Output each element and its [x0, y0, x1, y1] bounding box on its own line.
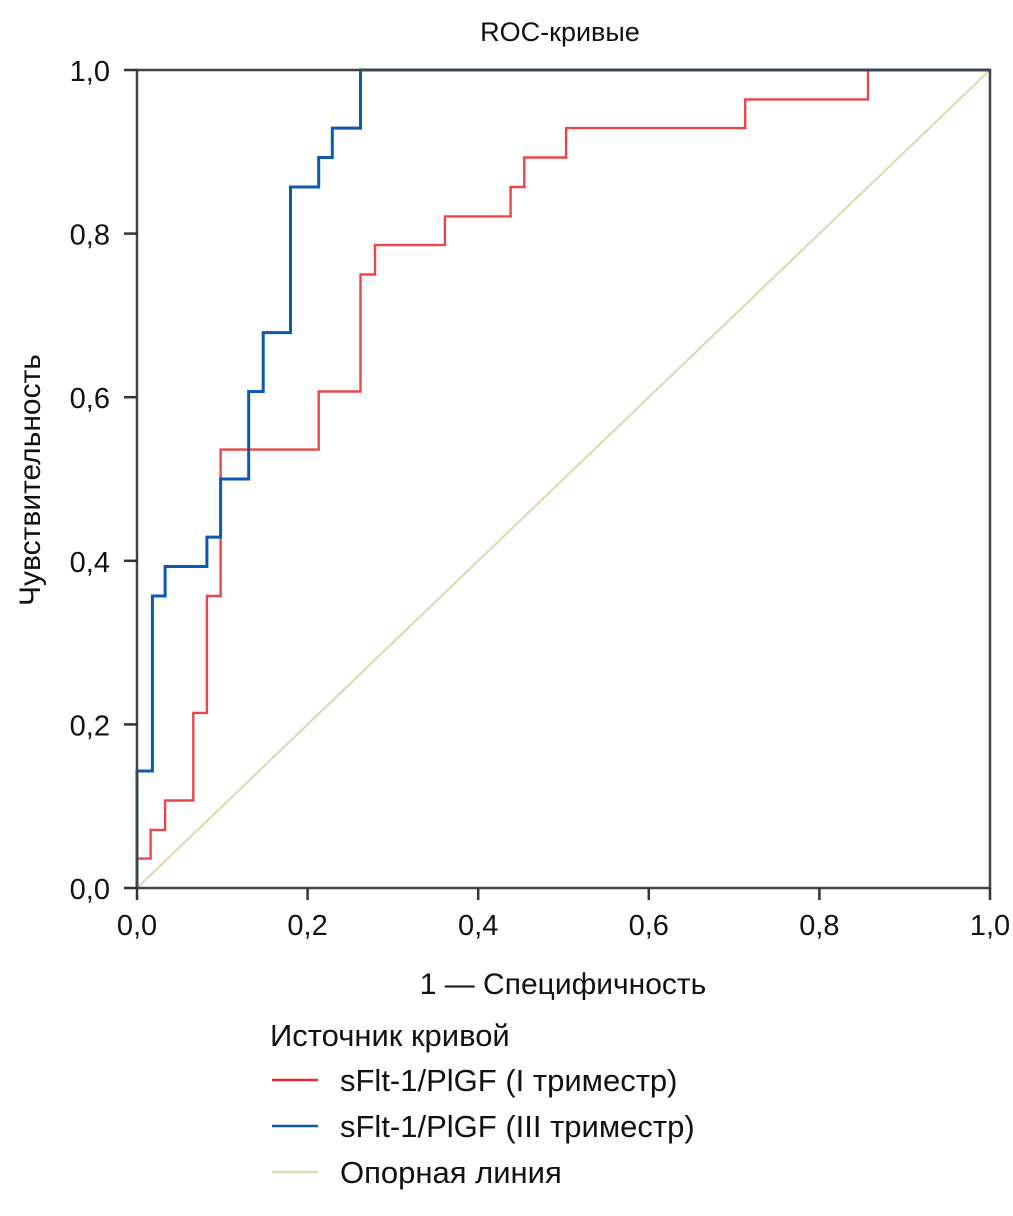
x-tick-label: 0,8 — [799, 910, 839, 942]
x-axis: 0,0 0,2 0,4 0,6 0,8 1,0 — [117, 888, 1010, 942]
x-tick-label: 0,0 — [117, 910, 157, 942]
y-tick-label: 0,6 — [70, 383, 110, 415]
y-tick-label: 0,0 — [70, 874, 110, 906]
y-tick-label: 0,8 — [70, 220, 110, 252]
series-line-reference — [136, 69, 991, 889]
x-tick-label: 0,2 — [287, 910, 327, 942]
legend-label: sFlt-1/PlGF (I триместр) — [340, 1063, 677, 1098]
series-layer — [135, 68, 991, 889]
series-line-trimester-1 — [135, 68, 990, 888]
x-tick-label: 0,6 — [629, 910, 669, 942]
y-axis-title: Чувствительность — [14, 354, 47, 606]
plot-area — [135, 68, 992, 890]
legend-label: sFlt-1/PlGF (III триместр) — [340, 1109, 695, 1144]
legend-item-trimester-3: sFlt-1/PlGF (III триместр) — [272, 1109, 695, 1144]
legend-item-trimester-1: sFlt-1/PlGF (I триместр) — [272, 1063, 677, 1098]
legend-label: Опорная линия — [340, 1155, 562, 1190]
x-axis-title: 1 — Специфичность — [420, 968, 707, 1001]
legend-item-reference: Опорная линия — [272, 1155, 562, 1190]
x-tick-label: 1,0 — [970, 910, 1010, 942]
plot-frame — [135, 68, 992, 890]
legend-title: Источник кривой — [270, 1018, 510, 1053]
y-tick-label: 0,4 — [70, 547, 110, 579]
y-axis: 0,0 0,2 0,4 0,6 0,8 1,0 — [70, 56, 137, 906]
legend: Источник кривой sFlt-1/PlGF (I триместр)… — [270, 1018, 695, 1190]
chart-title: ROC-кривые — [480, 17, 640, 47]
y-tick-label: 0,2 — [70, 710, 110, 742]
legend-items: sFlt-1/PlGF (I триместр) sFlt-1/PlGF (III… — [272, 1063, 695, 1190]
x-tick-label: 0,4 — [458, 910, 498, 942]
series-line-trimester-3 — [135, 68, 990, 888]
y-tick-label: 1,0 — [70, 56, 110, 88]
